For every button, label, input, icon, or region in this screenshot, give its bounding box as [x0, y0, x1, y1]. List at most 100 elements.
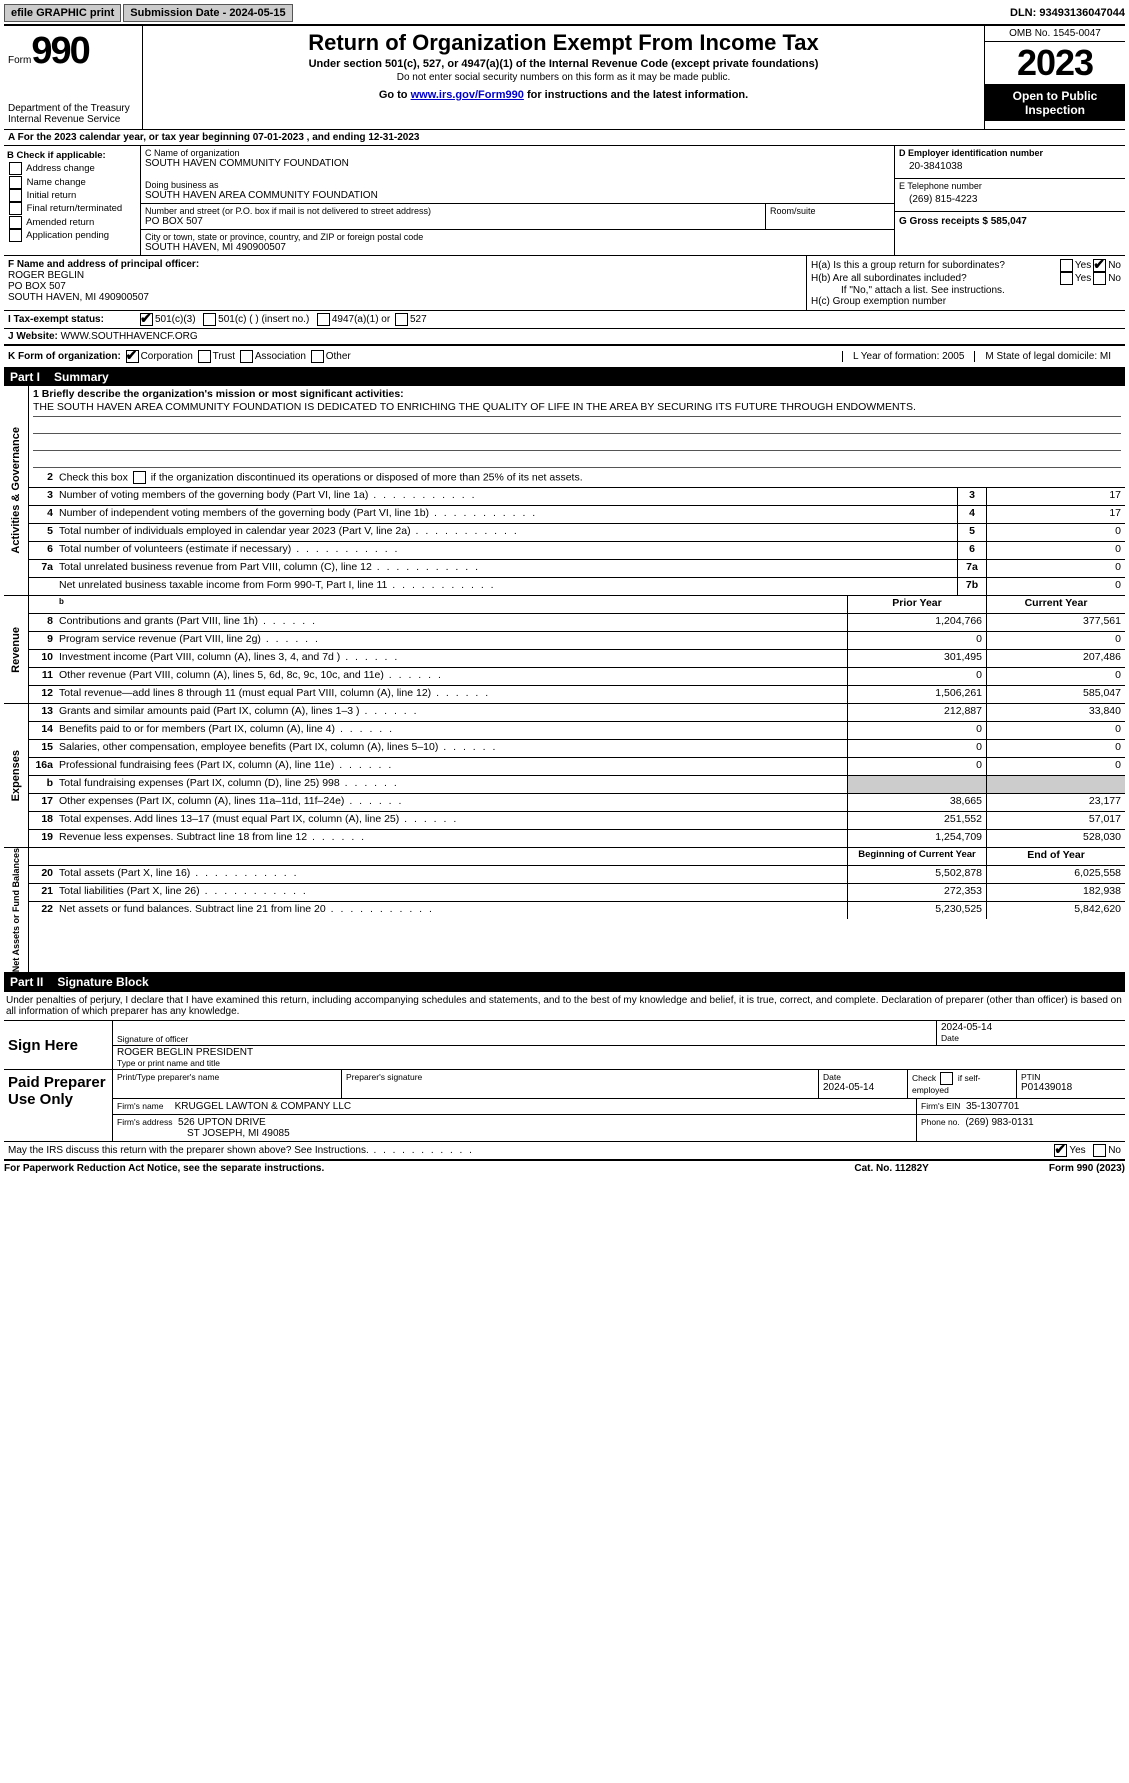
paid-preparer-section: Paid Preparer Use Only Print/Type prepar… [4, 1070, 1125, 1142]
cb-address-change[interactable]: Address change [7, 162, 137, 175]
irs-link[interactable]: www.irs.gov/Form990 [411, 89, 524, 101]
cb-trust[interactable] [198, 350, 211, 363]
table-row: 20Total assets (Part X, line 16)5,502,87… [29, 866, 1125, 884]
dln-label: DLN: 93493136047044 [1010, 7, 1125, 19]
table-row: 5Total number of individuals employed in… [29, 524, 1125, 542]
sign-here-section: Sign Here Signature of officer 2024-05-1… [4, 1021, 1125, 1070]
b-title: B Check if applicable: [7, 149, 137, 162]
firm-phone: (269) 983-0131 [965, 1117, 1033, 1128]
f-label: F Name and address of principal officer: [8, 259, 802, 270]
hb-label: H(b) Are all subordinates included? [811, 273, 1058, 284]
room-label: Room/suite [770, 206, 890, 216]
vtab-revenue: Revenue [10, 627, 22, 673]
sig-date-label: Date [941, 1033, 1121, 1043]
firm-addr2: ST JOSEPH, MI 49085 [117, 1128, 912, 1139]
table-row: 10Investment income (Part VIII, column (… [29, 650, 1125, 668]
table-row: 19Revenue less expenses. Subtract line 1… [29, 830, 1125, 847]
e-phone-label: E Telephone number [899, 181, 1121, 191]
vtab-net: Net Assets or Fund Balances [11, 848, 21, 972]
website-value: WWW.SOUTHHAVENCF.ORG [61, 331, 198, 342]
ptin-value: P01439018 [1021, 1082, 1121, 1093]
dept-label: Department of the Treasury [8, 103, 138, 114]
hb-no[interactable] [1093, 272, 1106, 285]
officer-name: ROGER BEGLIN [8, 270, 802, 281]
tax-status-row: I Tax-exempt status: 501(c)(3) 501(c) ( … [4, 311, 1125, 329]
cb-501c3[interactable] [140, 313, 153, 326]
revenue-section: Revenue b Prior Year Current Year 8Contr… [4, 596, 1125, 704]
dba-name: SOUTH HAVEN AREA COMMUNITY FOUNDATION [145, 190, 890, 201]
cb-final-return[interactable]: Final return/terminated [7, 202, 137, 215]
cb-other[interactable] [311, 350, 324, 363]
form-subtitle: Under section 501(c), 527, or 4947(a)(1)… [147, 58, 980, 70]
prior-year-header: Prior Year [847, 596, 986, 613]
discuss-no[interactable] [1093, 1144, 1106, 1157]
hb-yes[interactable] [1060, 272, 1073, 285]
table-row: 3Number of voting members of the governi… [29, 488, 1125, 506]
table-row: 21Total liabilities (Part X, line 26)272… [29, 884, 1125, 902]
ssn-note: Do not enter social security numbers on … [147, 72, 980, 83]
prep-date: 2024-05-14 [823, 1082, 903, 1093]
efile-print-button[interactable]: efile GRAPHIC print [4, 4, 121, 22]
tax-year: 2023 [985, 42, 1125, 85]
end-year-header: End of Year [986, 848, 1125, 865]
cb-corp[interactable] [126, 350, 139, 363]
current-year-header: Current Year [986, 596, 1125, 613]
cb-amended-return[interactable]: Amended return [7, 216, 137, 229]
line-2: Check this box if the organization disco… [55, 470, 1125, 487]
inspection-badge: Open to Public Inspection [985, 85, 1125, 121]
officer-printed-name: ROGER BEGLIN PRESIDENT [117, 1047, 1121, 1058]
form-number: 990 [31, 30, 88, 72]
ein-value: 20-3841038 [899, 158, 1121, 175]
org-name: SOUTH HAVEN COMMUNITY FOUNDATION [145, 158, 890, 169]
discuss-row: May the IRS discuss this return with the… [4, 1142, 1125, 1161]
table-row: 4Number of independent voting members of… [29, 506, 1125, 524]
begin-year-header: Beginning of Current Year [847, 848, 986, 865]
name-title-label: Type or print name and title [117, 1058, 1121, 1068]
hc-label: H(c) Group exemption number [811, 296, 1121, 307]
perjury-statement: Under penalties of perjury, I declare th… [4, 991, 1125, 1021]
expenses-section: Expenses 13Grants and similar amounts pa… [4, 704, 1125, 848]
form-title: Return of Organization Exempt From Incom… [147, 30, 980, 56]
table-row: bTotal fundraising expenses (Part IX, co… [29, 776, 1125, 794]
officer-addr1: PO BOX 507 [8, 281, 802, 292]
table-row: 9Program service revenue (Part VIII, lin… [29, 632, 1125, 650]
cb-discontinued[interactable] [133, 471, 146, 484]
table-row: 14Benefits paid to or for members (Part … [29, 722, 1125, 740]
vtab-expenses: Expenses [10, 750, 22, 801]
omb-number: OMB No. 1545-0047 [985, 26, 1125, 42]
cb-4947[interactable] [317, 313, 330, 326]
table-row: 12Total revenue—add lines 8 through 11 (… [29, 686, 1125, 703]
cb-name-change[interactable]: Name change [7, 176, 137, 189]
net-assets-section: Net Assets or Fund Balances Beginning of… [4, 848, 1125, 973]
ha-label: H(a) Is this a group return for subordin… [811, 260, 1058, 271]
governance-section: Activities & Governance 1 Briefly descri… [4, 386, 1125, 596]
website-row: J Website: WWW.SOUTHHAVENCF.ORG [4, 329, 1125, 345]
table-row: 7aTotal unrelated business revenue from … [29, 560, 1125, 578]
row-a-period: A For the 2023 calendar year, or tax yea… [4, 130, 1125, 146]
ha-no[interactable] [1093, 259, 1106, 272]
table-row: Net unrelated business taxable income fr… [29, 578, 1125, 595]
top-toolbar: efile GRAPHIC print Submission Date - 20… [4, 4, 1125, 26]
discuss-yes[interactable] [1054, 1144, 1067, 1157]
section-b-c-d-e: B Check if applicable: Address change Na… [4, 146, 1125, 256]
cb-self-employed[interactable] [940, 1072, 953, 1085]
cb-527[interactable] [395, 313, 408, 326]
cb-501c[interactable] [203, 313, 216, 326]
submission-date-button[interactable]: Submission Date - 2024-05-15 [123, 4, 292, 22]
table-row: 22Net assets or fund balances. Subtract … [29, 902, 1125, 919]
table-row: 13Grants and similar amounts paid (Part … [29, 704, 1125, 722]
cb-assoc[interactable] [240, 350, 253, 363]
mission-text: THE SOUTH HAVEN AREA COMMUNITY FOUNDATIO… [33, 400, 1121, 417]
table-row: 15Salaries, other compensation, employee… [29, 740, 1125, 758]
table-row: 11Other revenue (Part VIII, column (A), … [29, 668, 1125, 686]
addr-label: Number and street (or P.O. box if mail i… [145, 206, 761, 216]
form-header: Form990 Department of the Treasury Inter… [4, 26, 1125, 130]
d-ein-label: D Employer identification number [899, 148, 1121, 158]
form-word: Form [8, 55, 31, 66]
cb-app-pending[interactable]: Application pending [7, 229, 137, 242]
vtab-governance: Activities & Governance [10, 427, 22, 554]
ha-yes[interactable] [1060, 259, 1073, 272]
cb-initial-return[interactable]: Initial return [7, 189, 137, 202]
section-f-h: F Name and address of principal officer:… [4, 256, 1125, 311]
table-row: 17Other expenses (Part IX, column (A), l… [29, 794, 1125, 812]
